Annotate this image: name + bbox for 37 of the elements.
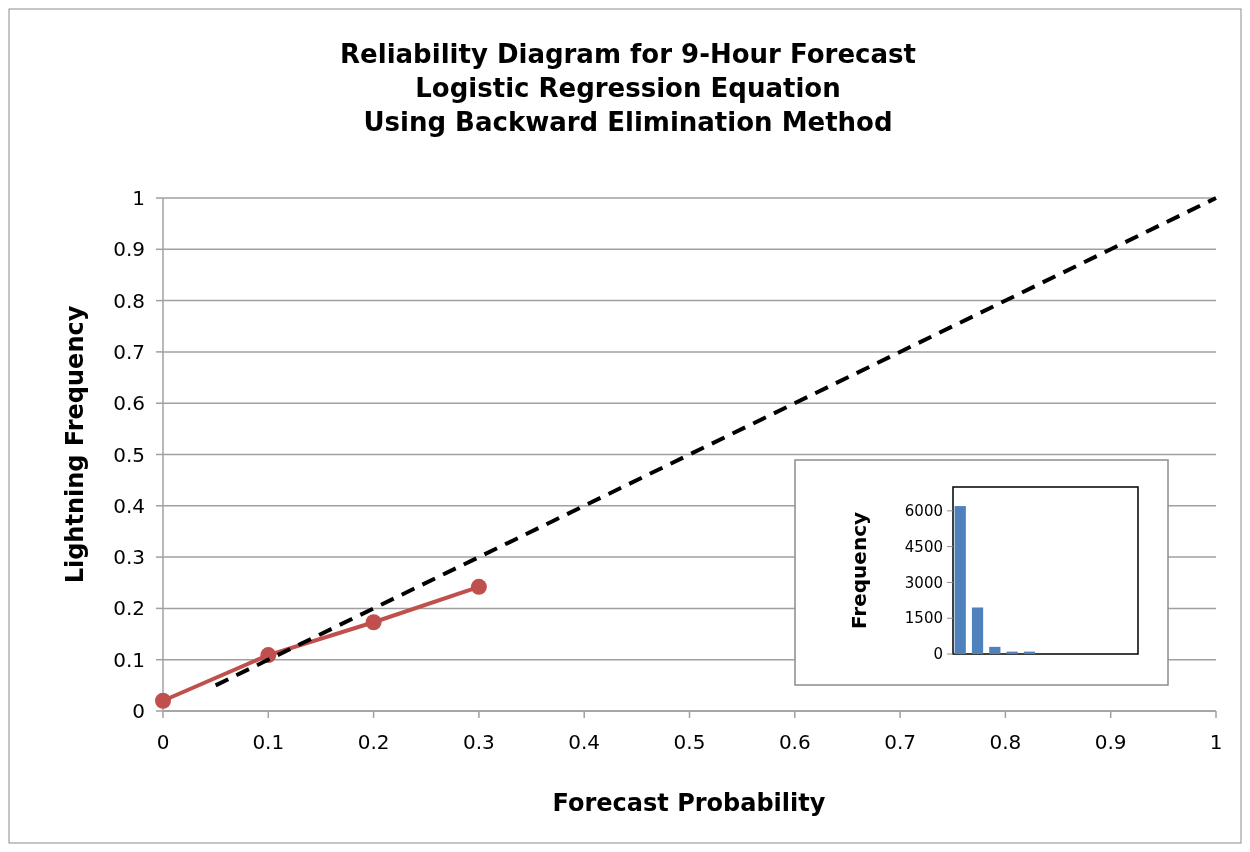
point: [470, 578, 487, 595]
y-tick-label: 0.8: [113, 288, 145, 313]
x-axis-title: Forecast Probability: [552, 789, 826, 817]
bar: [971, 607, 984, 654]
x-tick-label: 0.4: [568, 730, 601, 754]
y-tick-label: 0.4: [113, 493, 145, 518]
x-tick-label: 0.7: [884, 730, 917, 754]
point: [155, 692, 171, 709]
y-tick-label: 4500: [904, 537, 943, 556]
x-tick-label: 0.3: [462, 730, 495, 754]
y-tick-label: 0.6: [113, 391, 145, 416]
y-axis-title: Frequency: [847, 511, 871, 630]
y-axis-title: Lightning Frequency: [61, 305, 89, 584]
y-tick-label: 0.1: [113, 647, 145, 672]
x-tick-label: 0.1: [252, 730, 285, 754]
y-tick-label: 0: [132, 699, 145, 723]
x-tick-label: 0.9: [1094, 730, 1127, 754]
x-tick-label: 1: [1209, 730, 1223, 754]
y-tick-label: 0.2: [113, 596, 145, 621]
y-tick-label: 3000: [904, 573, 943, 592]
x-tick-label: 0.5: [673, 730, 706, 754]
y-tick-label: 0: [933, 645, 943, 664]
x-tick-label: 0.2: [357, 730, 390, 754]
x-tick-label: 0: [156, 730, 170, 754]
y-tick-label: 0.5: [113, 442, 145, 467]
y-tick-label: 6000: [904, 502, 943, 521]
bar: [989, 646, 1001, 654]
x-tick-label: 0.6: [778, 730, 811, 754]
x-tick-label: 0.8: [989, 730, 1022, 754]
point: [365, 614, 382, 631]
chart-title: Reliability Diagram for 9-Hour Forecast Logistic Regression Equation Using Backward Elimination Method: [340, 39, 916, 137]
y-tick-label: 0.9: [113, 237, 145, 262]
bar: [954, 506, 966, 654]
y-tick-label: 0.3: [113, 545, 145, 570]
y-tick-label: 0.7: [113, 339, 145, 364]
y-tick-label: 1: [132, 186, 145, 210]
y-tick-label: 1500: [904, 609, 943, 628]
